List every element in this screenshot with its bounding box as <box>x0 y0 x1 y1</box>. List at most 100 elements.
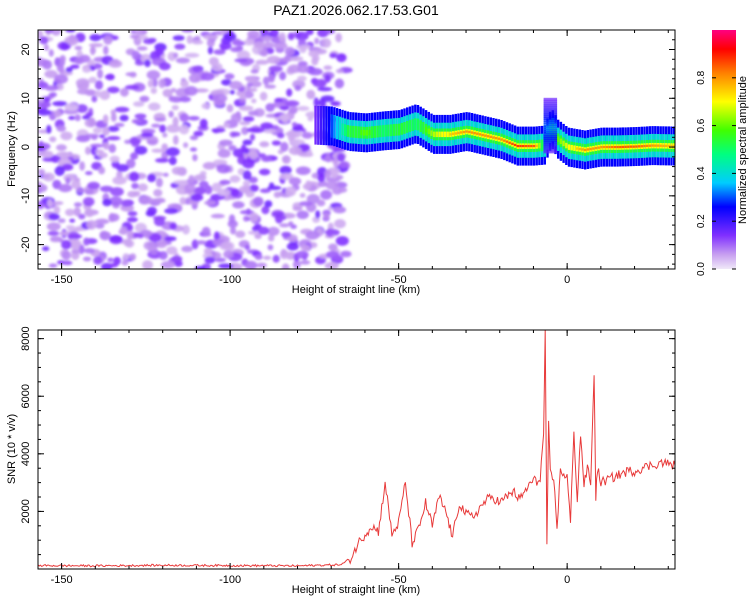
spectrogram-noise-blob <box>202 162 216 170</box>
spectrogram-ridge-cell <box>446 131 449 138</box>
spectrogram-noise-blob <box>154 117 167 122</box>
spectrogram-noise-blob <box>53 205 61 215</box>
spectrogram-noise-blob <box>94 149 104 154</box>
spectrogram-ridge-cell <box>621 145 625 149</box>
spectrogram-ridge-cell <box>597 146 600 149</box>
spectrogram-noise-blob <box>288 177 302 186</box>
spectrogram-noise-blob <box>61 250 71 261</box>
spectrogram-ridge-cell <box>438 131 441 138</box>
spectrogram-noise-blob <box>51 30 62 36</box>
spectrogram-noise-blob <box>83 256 92 262</box>
spectrogram-noise-blob <box>279 249 289 260</box>
spectrogram-ridge-cell <box>468 130 471 134</box>
spectrogram-noise-blob <box>264 200 273 208</box>
spectrogram-noise-blob <box>248 87 258 92</box>
spectrogram-noise-blob <box>172 135 179 145</box>
spectrogram-ridge-cell <box>371 126 374 139</box>
spectrogram-noise-blob <box>338 187 348 193</box>
spectrogram-noise-blob <box>288 146 302 156</box>
spectrogram-noise-blob <box>172 116 179 127</box>
colorbar-tick-label: 0.2 <box>696 214 707 228</box>
spectrogram-ridge-cell <box>532 144 536 148</box>
spectrogram-noise-blob <box>130 34 140 39</box>
spectrogram-noise-blob <box>269 30 279 38</box>
spectrogram-noise-blob <box>65 67 73 73</box>
spectrogram-noise-blob <box>195 186 206 195</box>
spectrogram-noise-blob <box>94 80 104 90</box>
spectrogram-noise-blob <box>242 139 253 146</box>
spectrogram-noise-blob <box>184 52 200 58</box>
spectrogram-ridge-cell <box>608 145 611 149</box>
spectrogram-noise-blob <box>254 223 262 229</box>
spectrogram-frame <box>37 29 676 270</box>
spectrogram-y-label: Frequency (Hz) <box>6 111 18 187</box>
spectrogram-noise-blob <box>289 105 298 115</box>
spectrogram-ridge-cell <box>654 144 657 147</box>
spectrogram-noise-blob <box>78 213 86 220</box>
snr-panel: -150 -100 -50 0 2000 4000 6000 8000 Height of … <box>6 326 676 596</box>
snr-y-label: SNR (10 * v/v) <box>6 414 18 484</box>
spectrogram-noise-blob <box>91 135 98 140</box>
spectrogram-noise-blob <box>334 219 346 229</box>
spectrogram-noise-blob <box>61 163 74 171</box>
spectrogram-noise-blob <box>70 64 80 69</box>
spectrogram-noise-blob <box>312 79 327 88</box>
spectrogram-ridge-cell <box>586 148 590 151</box>
spectrogram-ridge-cell <box>519 145 522 147</box>
spectrogram-noise-blob <box>191 239 199 250</box>
spectrogram-noise-blob <box>109 262 118 268</box>
spectrogram-ridge-cell <box>457 131 460 135</box>
spectrogram-noise-blob <box>173 52 179 59</box>
spectrogram-ridge-cell <box>522 145 525 147</box>
spectrogram-ridge-cell <box>333 115 336 139</box>
spectrogram-noise-blob <box>229 89 235 95</box>
spectrogram-noise-blob <box>332 256 343 261</box>
spectrogram-noise-blob <box>179 124 190 135</box>
spectrogram-ridge-cell <box>357 126 360 139</box>
spectrogram-noise-blob <box>324 262 339 269</box>
spectrogram-noise-blob <box>94 90 102 98</box>
spectrogram-noise-blob <box>262 76 270 86</box>
spectrogram-ridge-cell <box>543 97 558 101</box>
spectrogram-ridge-cell <box>573 145 576 151</box>
spectrogram-noise-blob <box>174 43 186 50</box>
spectrogram-ridge-cell <box>605 145 608 149</box>
spectrogram-noise-blob <box>65 225 75 230</box>
spectrogram-ridge-cell <box>611 145 614 149</box>
spectrogram-noise-blob <box>188 175 195 184</box>
spectrogram-noise-blob <box>211 62 223 72</box>
spectrogram-ridge-cell <box>508 141 511 144</box>
spectrogram-noise-blob <box>295 31 309 41</box>
spectrogram-noise-blob <box>76 187 85 193</box>
spectrogram-ridge-cell <box>629 145 633 148</box>
spectrogram-noise-blob <box>93 256 103 265</box>
spectrogram-noise-blob <box>213 49 226 55</box>
spectrogram-noise-blob <box>337 153 346 162</box>
spectrogram-ridge-cell <box>543 115 558 119</box>
spectrogram-ridge-cell <box>384 124 387 137</box>
spectrogram-noise-blob <box>64 103 79 112</box>
spectrogram-noise-blob <box>76 104 88 113</box>
spectrogram-ridge-cell <box>505 140 509 143</box>
snr-frame <box>37 329 676 570</box>
spectrogram-noise-blob <box>211 128 226 133</box>
spectrogram-noise-blob <box>191 40 204 45</box>
spectrogram-noise-blob <box>146 70 161 80</box>
spectrogram-noise-blob <box>186 35 193 44</box>
spectrogram-noise-blob <box>200 72 215 81</box>
spectrogram-noise-blob <box>90 146 98 156</box>
spectrogram-noise-blob <box>267 244 274 251</box>
spectrogram-noise-blob <box>273 191 281 198</box>
spectrogram-noise-blob <box>242 116 255 122</box>
spectrogram-noise-blob <box>204 200 216 206</box>
spectrogram-noise-blob <box>258 226 270 235</box>
spectrogram-noise-blob <box>305 230 320 240</box>
spectrogram-noise-blob <box>260 122 274 130</box>
spectrogram-noise-blob <box>151 198 166 204</box>
spectrogram-noise-blob <box>131 50 141 60</box>
spectrogram-noise-blob <box>99 134 106 139</box>
spectrogram-noise-blob <box>153 216 165 227</box>
spectrogram-noise-blob <box>299 44 307 54</box>
spectrogram-x-ticks: -150 -100 -50 0 <box>51 30 669 286</box>
spectrogram-noise-blob <box>224 73 235 80</box>
